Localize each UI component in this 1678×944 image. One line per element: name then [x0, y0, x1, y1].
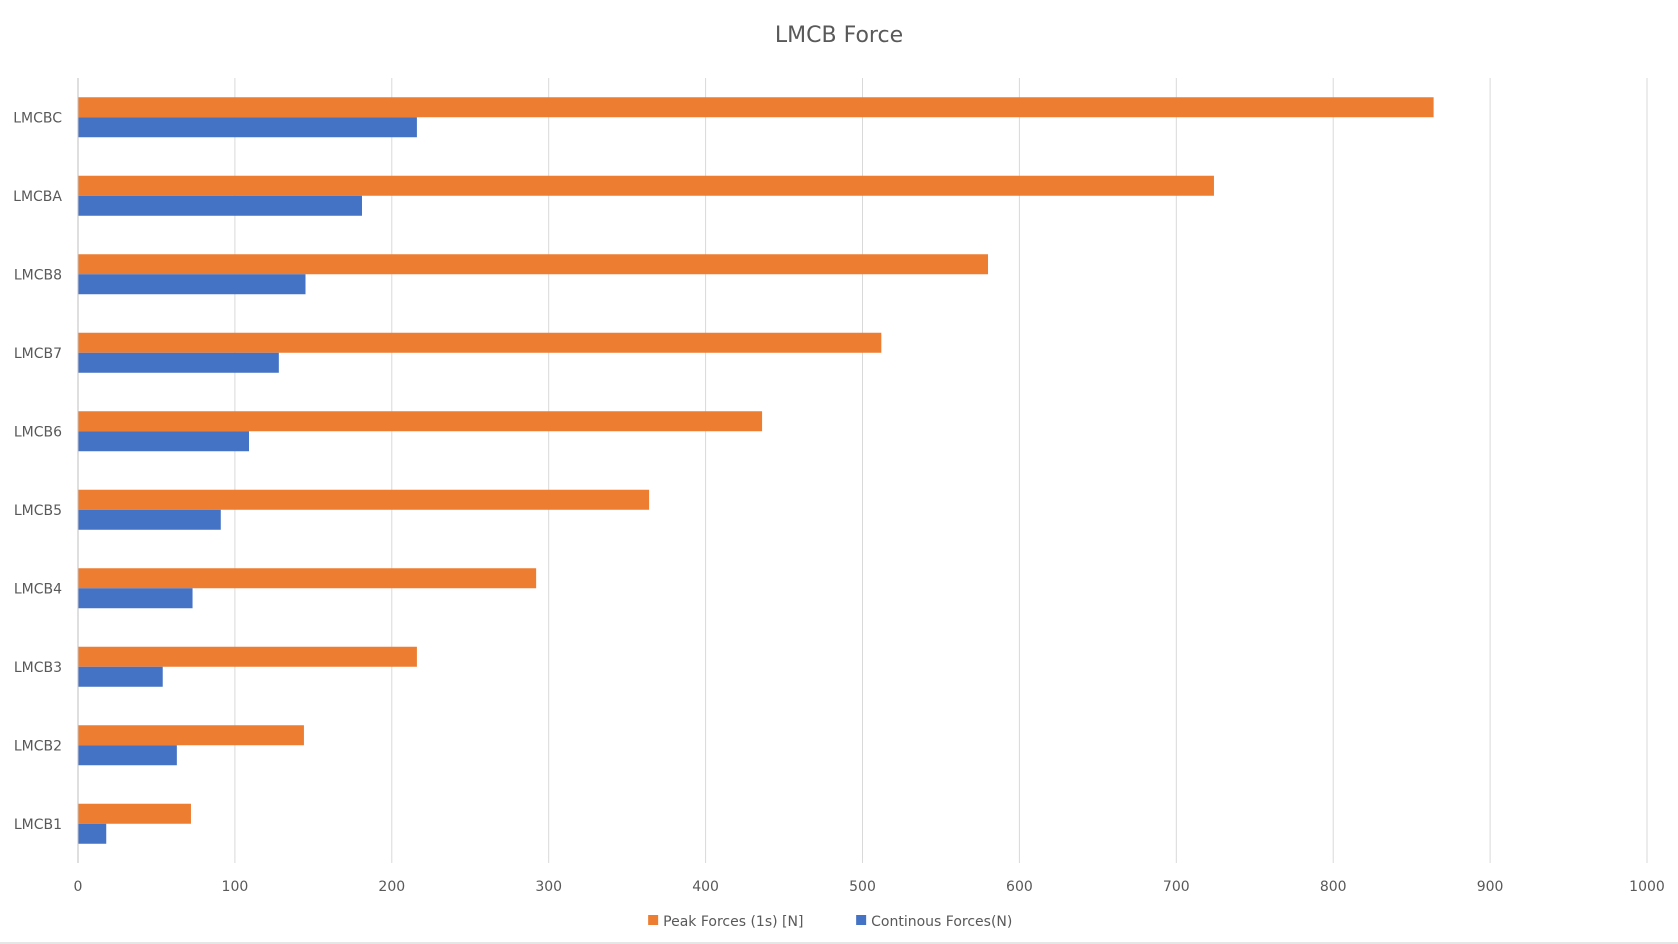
- y-tick-label: LMCBC: [13, 110, 62, 126]
- y-tick-label: LMCB2: [14, 738, 62, 754]
- bars: [78, 97, 1434, 844]
- bar-continuous-lmcb2: [78, 745, 177, 766]
- x-tick-label: 1000: [1629, 879, 1665, 895]
- bar-continuous-lmcb4: [78, 588, 193, 609]
- bar-peak-lmcb2: [78, 725, 304, 746]
- y-tick-label: LMCB6: [14, 424, 62, 440]
- y-tick-label: LMCB3: [14, 660, 62, 676]
- gridlines: [234, 78, 1648, 863]
- y-tick-label: LMCB8: [14, 267, 62, 283]
- y-tick-label: LMCB5: [14, 503, 62, 519]
- y-tick-label: LMCB7: [14, 346, 62, 362]
- bar-peak-lmcbc: [78, 97, 1434, 118]
- x-tick-label: 900: [1477, 879, 1504, 895]
- x-tick-label: 300: [535, 879, 562, 895]
- chart-title: LMCB Force: [775, 23, 903, 48]
- x-tick-label: 400: [692, 879, 719, 895]
- legend: Peak Forces (1s) [N] Continous Forces(N): [648, 914, 1012, 930]
- legend-label-peak: Peak Forces (1s) [N]: [663, 914, 803, 930]
- x-tick-label: 0: [74, 879, 83, 895]
- bar-continuous-lmcbc: [78, 117, 417, 138]
- bar-peak-lmcb3: [78, 646, 417, 667]
- x-tick-label: 700: [1163, 879, 1190, 895]
- x-tick-label: 200: [378, 879, 405, 895]
- bar-continuous-lmcb5: [78, 509, 221, 530]
- legend-swatch-peak: [648, 915, 659, 925]
- bar-peak-lmcb4: [78, 568, 537, 589]
- bar-peak-lmcb7: [78, 332, 882, 353]
- bar-continuous-lmcb1: [78, 823, 107, 844]
- y-tick-label: LMCB4: [14, 581, 62, 597]
- bar-peak-lmcba: [78, 175, 1214, 196]
- bar-peak-lmcb8: [78, 254, 989, 275]
- bar-peak-lmcb5: [78, 489, 650, 510]
- axes: 0 100 200 300 400 500 600 700 800 900 1000 LMCB1 LMC…: [13, 78, 1665, 895]
- bar-continuous-lmcb7: [78, 352, 279, 373]
- bar-continuous-lmcb6: [78, 431, 250, 452]
- bar-continuous-lmcb8: [78, 274, 306, 295]
- y-tick-label: LMCBA: [13, 189, 62, 205]
- x-tick-label: 800: [1320, 879, 1347, 895]
- bottom-border: [0, 942, 1678, 944]
- x-tick-label: 500: [849, 879, 876, 895]
- y-tick-label: LMCB1: [14, 817, 62, 833]
- bar-continuous-lmcba: [78, 195, 362, 216]
- x-tick-label: 100: [222, 879, 249, 895]
- legend-label-continuous: Continous Forces(N): [871, 914, 1012, 930]
- x-tick-label: 600: [1006, 879, 1033, 895]
- bar-peak-lmcb1: [78, 803, 191, 824]
- bar-peak-lmcb6: [78, 411, 763, 432]
- bar-continuous-lmcb3: [78, 666, 163, 687]
- legend-swatch-continuous: [856, 915, 867, 925]
